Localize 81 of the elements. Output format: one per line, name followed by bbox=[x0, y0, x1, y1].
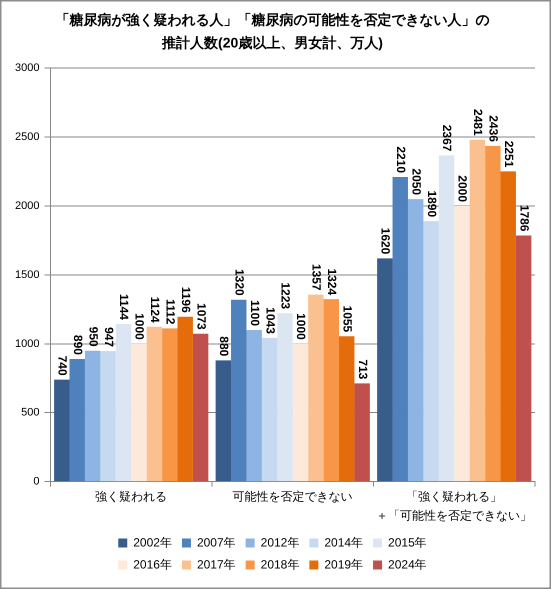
data-label: 1055 bbox=[340, 306, 354, 333]
bar bbox=[454, 206, 470, 482]
data-label: 1786 bbox=[517, 204, 532, 232]
bar bbox=[438, 155, 454, 482]
bar bbox=[178, 316, 193, 482]
data-label: 2251 bbox=[502, 140, 516, 168]
bar bbox=[192, 334, 208, 482]
y-tick-label: 2000 bbox=[14, 200, 40, 212]
data-label: 1043 bbox=[263, 307, 278, 334]
data-label: 1073 bbox=[194, 303, 208, 330]
y-tick-label: 2500 bbox=[14, 131, 40, 144]
data-label: 1890 bbox=[424, 190, 439, 218]
legend-label: 2017年 bbox=[196, 557, 236, 572]
bar bbox=[246, 330, 262, 482]
legend-label: 2018年 bbox=[260, 557, 300, 572]
bar bbox=[216, 360, 232, 482]
x-tick-label: 可能性を否定できない bbox=[232, 490, 353, 504]
x-tick-label: 「強く疑われる」＋「可能性を否定できない」 bbox=[376, 490, 532, 523]
data-label: 1320 bbox=[232, 269, 246, 296]
data-label: 1620 bbox=[378, 228, 393, 255]
data-label: 2050 bbox=[409, 168, 424, 196]
data-label: 1000 bbox=[294, 313, 308, 340]
y-tick-label: 3000 bbox=[14, 62, 40, 74]
bar bbox=[354, 383, 370, 482]
data-label: 2481 bbox=[471, 109, 486, 136]
legend-label: 2012年 bbox=[260, 535, 300, 550]
data-label: 1112 bbox=[163, 298, 178, 325]
data-label: 2367 bbox=[440, 124, 454, 152]
legend-label: 2002年 bbox=[133, 535, 172, 550]
data-label: 1124 bbox=[148, 296, 162, 324]
bar bbox=[339, 336, 354, 482]
bar bbox=[116, 324, 132, 482]
data-label: 1144 bbox=[117, 294, 132, 320]
bar bbox=[100, 351, 116, 482]
y-tick-label: 0 bbox=[33, 476, 40, 488]
bar bbox=[516, 235, 532, 482]
y-tick-label: 500 bbox=[21, 406, 40, 419]
bar bbox=[408, 199, 424, 482]
data-label: 950 bbox=[86, 326, 100, 348]
bar bbox=[54, 380, 70, 482]
data-label: 2436 bbox=[486, 115, 500, 142]
bar bbox=[324, 299, 340, 482]
data-label: 947 bbox=[102, 327, 116, 348]
data-label: 890 bbox=[70, 334, 85, 356]
bar bbox=[470, 140, 486, 482]
data-label: 740 bbox=[56, 356, 70, 376]
bar bbox=[277, 313, 293, 482]
bar bbox=[262, 338, 278, 482]
data-label: 880 bbox=[217, 336, 232, 357]
legend-label: 2024年 bbox=[388, 557, 427, 572]
bar bbox=[84, 350, 100, 482]
bar bbox=[485, 146, 501, 482]
data-label: 1000 bbox=[132, 313, 147, 340]
data-label: 1357 bbox=[310, 264, 324, 291]
legend-label: 2007年 bbox=[196, 535, 236, 550]
legend-label: 2019年 bbox=[324, 557, 364, 572]
bar bbox=[146, 326, 162, 482]
bar bbox=[377, 258, 393, 482]
bar bbox=[392, 177, 408, 482]
bar bbox=[231, 300, 246, 482]
legend-label: 2014年 bbox=[324, 535, 364, 550]
y-tick-label: 1500 bbox=[14, 268, 40, 281]
bar bbox=[423, 221, 439, 482]
legend-label: 2015年 bbox=[388, 535, 427, 550]
data-label: 1223 bbox=[278, 282, 293, 310]
data-label: 1196 bbox=[178, 286, 193, 314]
bar bbox=[292, 344, 308, 482]
data-label: 713 bbox=[356, 359, 370, 380]
data-label: 2000 bbox=[456, 175, 470, 202]
bar bbox=[131, 344, 147, 482]
data-label: 1324 bbox=[324, 268, 339, 296]
data-label: 1100 bbox=[248, 300, 262, 326]
data-label: 2210 bbox=[394, 146, 408, 174]
legend-label: 2016年 bbox=[133, 557, 172, 572]
y-tick-label: 1000 bbox=[14, 338, 40, 350]
bar bbox=[500, 171, 516, 482]
bar bbox=[308, 294, 324, 482]
chart-title: 「糖尿病が強く疑われる人」「糖尿病の可能性を否定できない人」の推計人数(20歳以上、男女計、万人) bbox=[56, 11, 490, 51]
bar bbox=[70, 358, 85, 482]
bar bbox=[162, 328, 178, 482]
x-tick-label: 強く疑われる bbox=[95, 490, 168, 504]
